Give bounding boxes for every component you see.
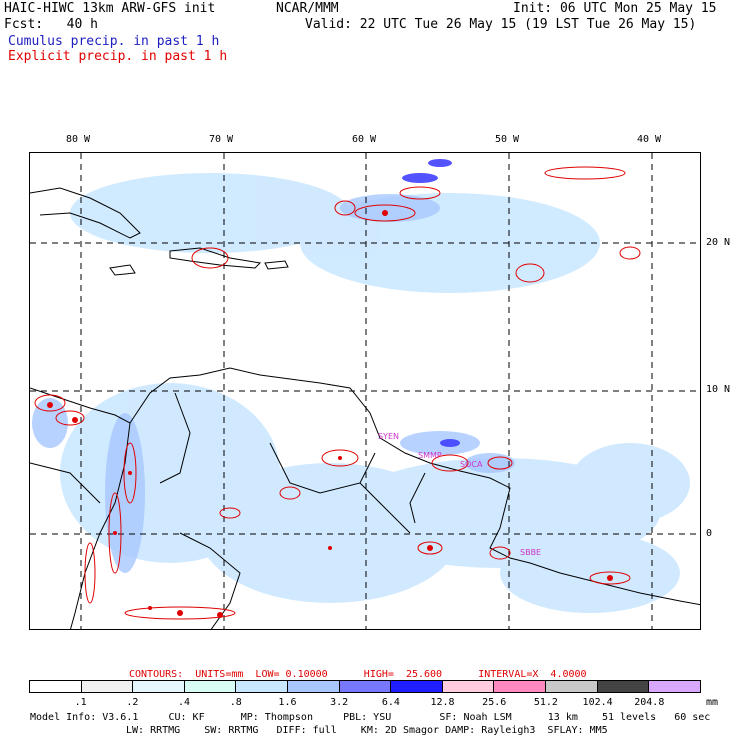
station-label: SBBE (520, 548, 541, 557)
colorbar-tick-label: 51.2 (533, 697, 558, 708)
physics-info: LW: RRTMG SW: RRTMG DIFF: full KM: 2D Sm… (126, 725, 608, 736)
model-info: Model Info: V3.6.1 CU: KF MP: Thompson P… (30, 712, 711, 723)
colorbar-tick-label: .4 (178, 697, 191, 708)
colorbar-cell (597, 681, 650, 692)
colorbar-cell (184, 681, 237, 692)
colorbar-cell (339, 681, 392, 692)
lat-label-20n: 20 N (706, 237, 731, 248)
colorbar-units: mm (706, 697, 719, 708)
colorbar-cell (494, 681, 547, 692)
lat-label-0: 0 (706, 528, 713, 539)
lon-label-40w: 40 W (637, 134, 662, 145)
colorbar-cell (649, 681, 700, 692)
colorbar-cell (288, 681, 340, 692)
lon-label-60w: 60 W (352, 134, 377, 145)
colorbar-tick-label: 3.2 (330, 697, 349, 708)
legend-explicit: Explicit precip. in past 1 h (8, 49, 228, 64)
colorbar-cell (133, 681, 185, 692)
colorbar-cell (236, 681, 289, 692)
contours-info: CONTOURS: UNITS=mm LOW= 0.10000 HIGH= 25… (129, 669, 587, 680)
model-title: HAIC-HIWC 13km ARW-GFS init (4, 1, 216, 16)
explicit-heavy (47, 210, 613, 618)
precip-map: SYEN SMMP SOCA SBBE (29, 152, 701, 630)
lon-label-70w: 70 W (209, 134, 234, 145)
colorbar-cell (442, 681, 495, 692)
colorbar-tick-label: 1.6 (278, 697, 297, 708)
colorbar-cell (30, 681, 82, 692)
coastlines (30, 187, 700, 629)
colorbar-cell (81, 681, 134, 692)
lon-label-80w: 80 W (66, 134, 91, 145)
colorbar-tick-label: 12.8 (430, 697, 455, 708)
forecast-hour: Fcst: 40 h (4, 17, 98, 32)
lon-label-50w: 50 W (495, 134, 520, 145)
colorbar-tick-label: .1 (74, 697, 87, 708)
colorbar (29, 680, 701, 693)
colorbar-tick-label: 6.4 (381, 697, 400, 708)
valid-time: Valid: 22 UTC Tue 26 May 15 (19 LST Tue … (305, 17, 697, 32)
cumulus-shading (60, 173, 690, 613)
station-label: SOCA (460, 460, 483, 469)
colorbar-tick-label: 102.4 (582, 697, 613, 708)
colorbar-tick-label: .2 (126, 697, 139, 708)
lat-label-10n: 10 N (706, 384, 731, 395)
station-label: SYEN (378, 432, 399, 441)
colorbar-tick-label: .8 (229, 697, 242, 708)
init-time: Init: 06 UTC Mon 25 May 15 (513, 1, 717, 16)
graticule (30, 153, 700, 629)
org-label: NCAR/MMM (276, 1, 339, 16)
legend-cumulus: Cumulus precip. in past 1 h (8, 34, 220, 49)
cumulus-heavy (402, 159, 460, 447)
colorbar-tick-label: 25.6 (482, 697, 507, 708)
colorbar-cell (546, 681, 598, 692)
colorbar-cell (391, 681, 443, 692)
map-canvas: SYEN SMMP SOCA SBBE (30, 153, 700, 629)
colorbar-tick-label: 204.8 (634, 697, 665, 708)
explicit-contours (34, 166, 641, 620)
station-label: SMMP (418, 451, 442, 460)
